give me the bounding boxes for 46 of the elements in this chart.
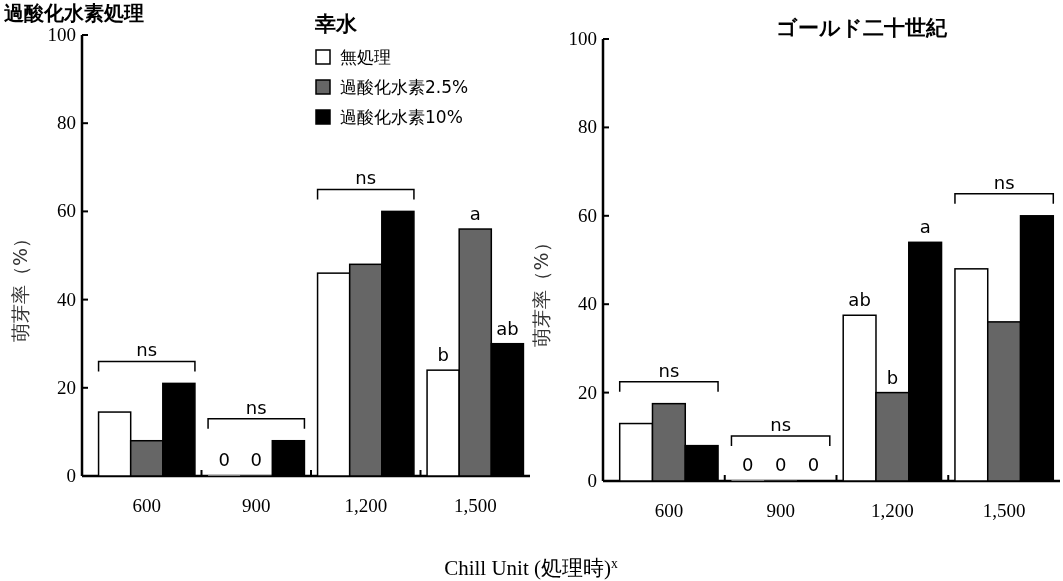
y-tick-label: 100: [568, 28, 597, 49]
y-tick-label: 40: [57, 288, 76, 310]
y-tick-label: 20: [57, 376, 76, 398]
data-label: 0: [807, 454, 820, 475]
legend-label: 過酸化水素10%: [340, 107, 463, 127]
y-tick-label: 20: [578, 381, 597, 403]
x-tick-label: 1,200: [344, 495, 388, 516]
legend-label: 過酸化水素2.5%: [340, 77, 469, 97]
y-axis-title: 萌芽率（%）: [530, 233, 552, 347]
annotation: b: [437, 344, 449, 366]
data-label: 0: [774, 454, 787, 475]
x-tick-label: 1,500: [453, 495, 497, 516]
annotation: b: [886, 366, 899, 388]
annotation: a: [469, 203, 481, 225]
x-tick-label: 900: [766, 500, 795, 521]
chart-title: 幸水: [314, 12, 358, 36]
y-tick-label: 60: [57, 200, 76, 222]
legend-label: 無処理: [340, 47, 391, 67]
text: 過酸化水素処理: [3, 1, 144, 25]
annotation: ns: [993, 171, 1015, 193]
data-label: 0: [218, 449, 230, 470]
annotation: ab: [848, 289, 871, 311]
x-tick-label: 600: [654, 500, 684, 521]
x-tick-label: 600: [132, 495, 161, 516]
x-tick-label: 1,500: [982, 500, 1026, 521]
data-label: 0: [250, 449, 262, 470]
y-tick-label: 100: [47, 24, 76, 45]
y-tick-label: 40: [578, 293, 597, 315]
annotation: ns: [245, 396, 267, 418]
x-axis-title: Chill Unit (処理時)$^{x}$: [444, 555, 619, 580]
annotation: ns: [658, 359, 680, 381]
y-axis-title: 萌芽率（%）: [9, 228, 31, 343]
x-tick-label: 1,200: [871, 500, 914, 521]
annotation: ab: [496, 317, 519, 339]
annotation: ns: [770, 414, 792, 435]
data-label: 0: [742, 454, 754, 475]
y-tick-label: 0: [66, 465, 76, 486]
annotation: a: [919, 216, 931, 238]
annotation: ns: [136, 339, 158, 361]
y-tick-label: 0: [587, 470, 597, 491]
y-tick-label: 80: [57, 112, 76, 134]
annotation: ns: [355, 167, 377, 189]
y-tick-label: 80: [578, 116, 597, 138]
chart-title: ゴールド二十世紀: [776, 16, 948, 40]
x-tick-label: 900: [242, 495, 271, 516]
y-tick-label: 60: [578, 204, 597, 226]
